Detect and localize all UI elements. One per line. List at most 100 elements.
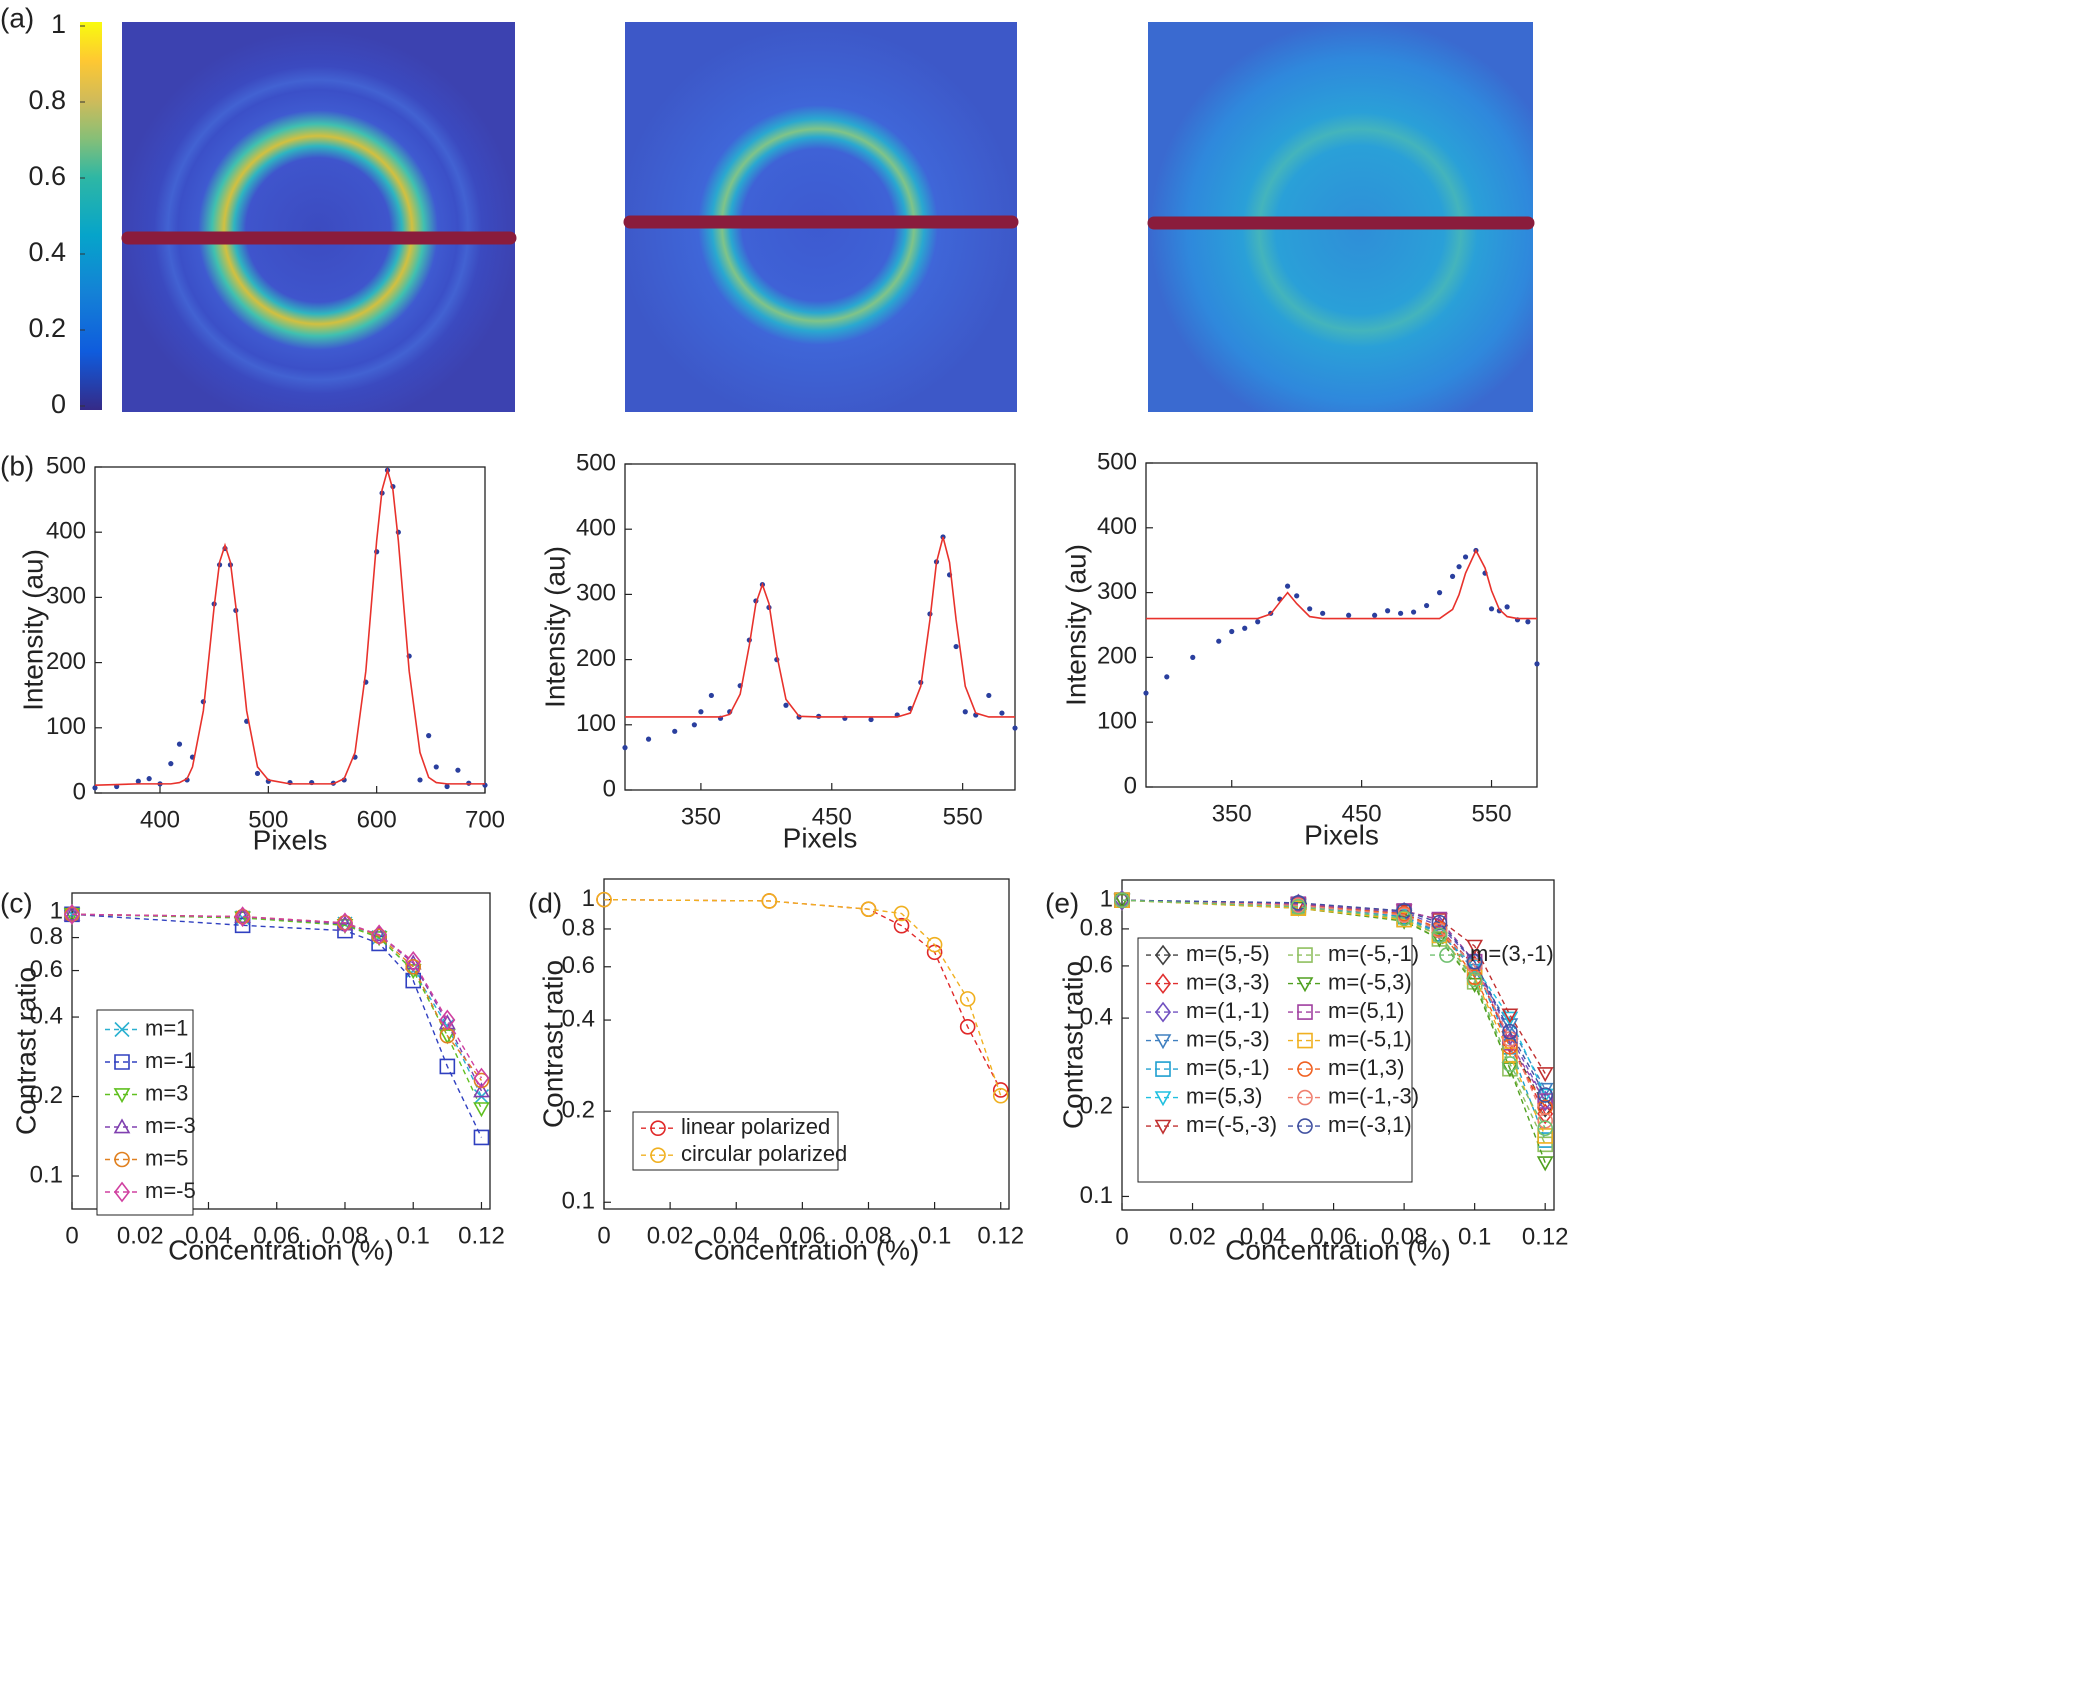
x-axis-label: Pixels (253, 824, 328, 855)
marker (1537, 1128, 1553, 1144)
y-tick-label: 0.2 (562, 1097, 595, 1124)
marker (1537, 1090, 1554, 1112)
marker (1537, 1087, 1553, 1103)
marker (1488, 606, 1495, 612)
marker (1143, 690, 1149, 696)
plot-frame (1145, 462, 1538, 788)
y-tick-label: 400 (576, 515, 616, 542)
marker (1290, 894, 1307, 911)
marker (135, 778, 141, 784)
marker (1296, 977, 1314, 993)
panel-label: (a) (0, 2, 34, 33)
y-tick-label: 200 (46, 648, 86, 675)
marker (1439, 947, 1455, 963)
marker (1431, 913, 1448, 929)
marker (168, 761, 174, 767)
marker (439, 1009, 456, 1031)
legend-label: m=-5 (145, 1178, 196, 1203)
marker (645, 736, 652, 742)
marker (473, 1067, 490, 1089)
marker (113, 1181, 131, 1203)
y-tick-label: 100 (576, 710, 616, 737)
marker (1372, 612, 1378, 618)
x-tick-label: 0.1 (397, 1222, 430, 1249)
marker (596, 891, 612, 908)
series-line (71, 913, 483, 1079)
marker (959, 991, 976, 1007)
y-tick-label: 0.4 (562, 1005, 595, 1032)
marker (986, 692, 992, 699)
y-tick-label: 0.6 (1080, 951, 1113, 978)
marker (1297, 1089, 1313, 1106)
marker (1297, 947, 1313, 963)
marker (404, 954, 422, 970)
plot-frame (624, 463, 1016, 791)
marker (1114, 892, 1130, 908)
marker (254, 770, 261, 777)
series-line (1121, 899, 1546, 1163)
marker (337, 922, 353, 939)
marker (417, 777, 423, 783)
marker (1307, 606, 1313, 612)
marker (1501, 1008, 1519, 1024)
y-tick-label: 1 (1100, 886, 1113, 913)
marker (1297, 1061, 1313, 1077)
marker (1229, 628, 1235, 635)
plot-frame (71, 892, 491, 1210)
x-tick-label: 0.04 (1240, 1223, 1287, 1250)
marker (1536, 1156, 1554, 1172)
marker (371, 935, 387, 952)
y-tick-label: 0.1 (30, 1161, 63, 1188)
marker (1190, 654, 1196, 661)
y-tick-label: 300 (576, 580, 616, 607)
marker (783, 702, 789, 708)
marker (92, 785, 98, 791)
marker (455, 767, 461, 773)
plot-frame (603, 878, 1010, 1210)
marker (1537, 1120, 1553, 1136)
series-line (1121, 899, 1546, 1137)
marker (405, 958, 422, 975)
marker (439, 1058, 456, 1075)
legend-label: m=(1,3) (1328, 1055, 1404, 1080)
y-axis-label: Contrast ratio (537, 960, 568, 1128)
x-axis-label: Concentration (%) (168, 1234, 394, 1265)
x-tick-label: 450 (1342, 800, 1382, 827)
panel-label: (b) (0, 450, 34, 481)
colorbar-tick-label: 0.4 (28, 237, 66, 267)
marker (1410, 609, 1417, 615)
marker (1466, 939, 1484, 955)
marker (1012, 725, 1018, 731)
y-tick-label: 100 (1097, 708, 1137, 735)
marker (992, 1082, 1009, 1098)
y-tick-label: 300 (46, 583, 86, 610)
plot-frame (1121, 879, 1555, 1211)
marker (953, 643, 959, 650)
colorbar-tick-label: 1 (51, 9, 66, 39)
x-axis-label: Pixels (1304, 819, 1379, 850)
x-tick-label: 0.1 (1458, 1223, 1491, 1250)
x-tick-label: 0 (597, 1222, 610, 1249)
marker (114, 1151, 130, 1168)
marker (234, 908, 251, 924)
marker (1502, 1056, 1518, 1072)
marker (1290, 898, 1307, 915)
x-tick-label: 550 (1472, 800, 1512, 827)
legend-label: m=(-5,3) (1328, 969, 1412, 994)
legend-box (96, 1009, 194, 1216)
marker (893, 905, 910, 922)
marker (404, 964, 422, 980)
marker (992, 1087, 1009, 1104)
marker (370, 926, 388, 942)
marker (1431, 914, 1448, 931)
marker (1504, 604, 1510, 610)
y-tick-label: 0.4 (1080, 1003, 1113, 1030)
x-tick-label: 0.02 (647, 1222, 694, 1249)
legend-box (632, 1111, 839, 1171)
marker (959, 1019, 976, 1035)
legend-label: m=-3 (145, 1113, 196, 1138)
y-tick-label: 100 (46, 713, 86, 740)
marker (1536, 1067, 1554, 1083)
legend-label: m=3 (145, 1080, 188, 1105)
x-tick-label: 600 (357, 806, 397, 833)
